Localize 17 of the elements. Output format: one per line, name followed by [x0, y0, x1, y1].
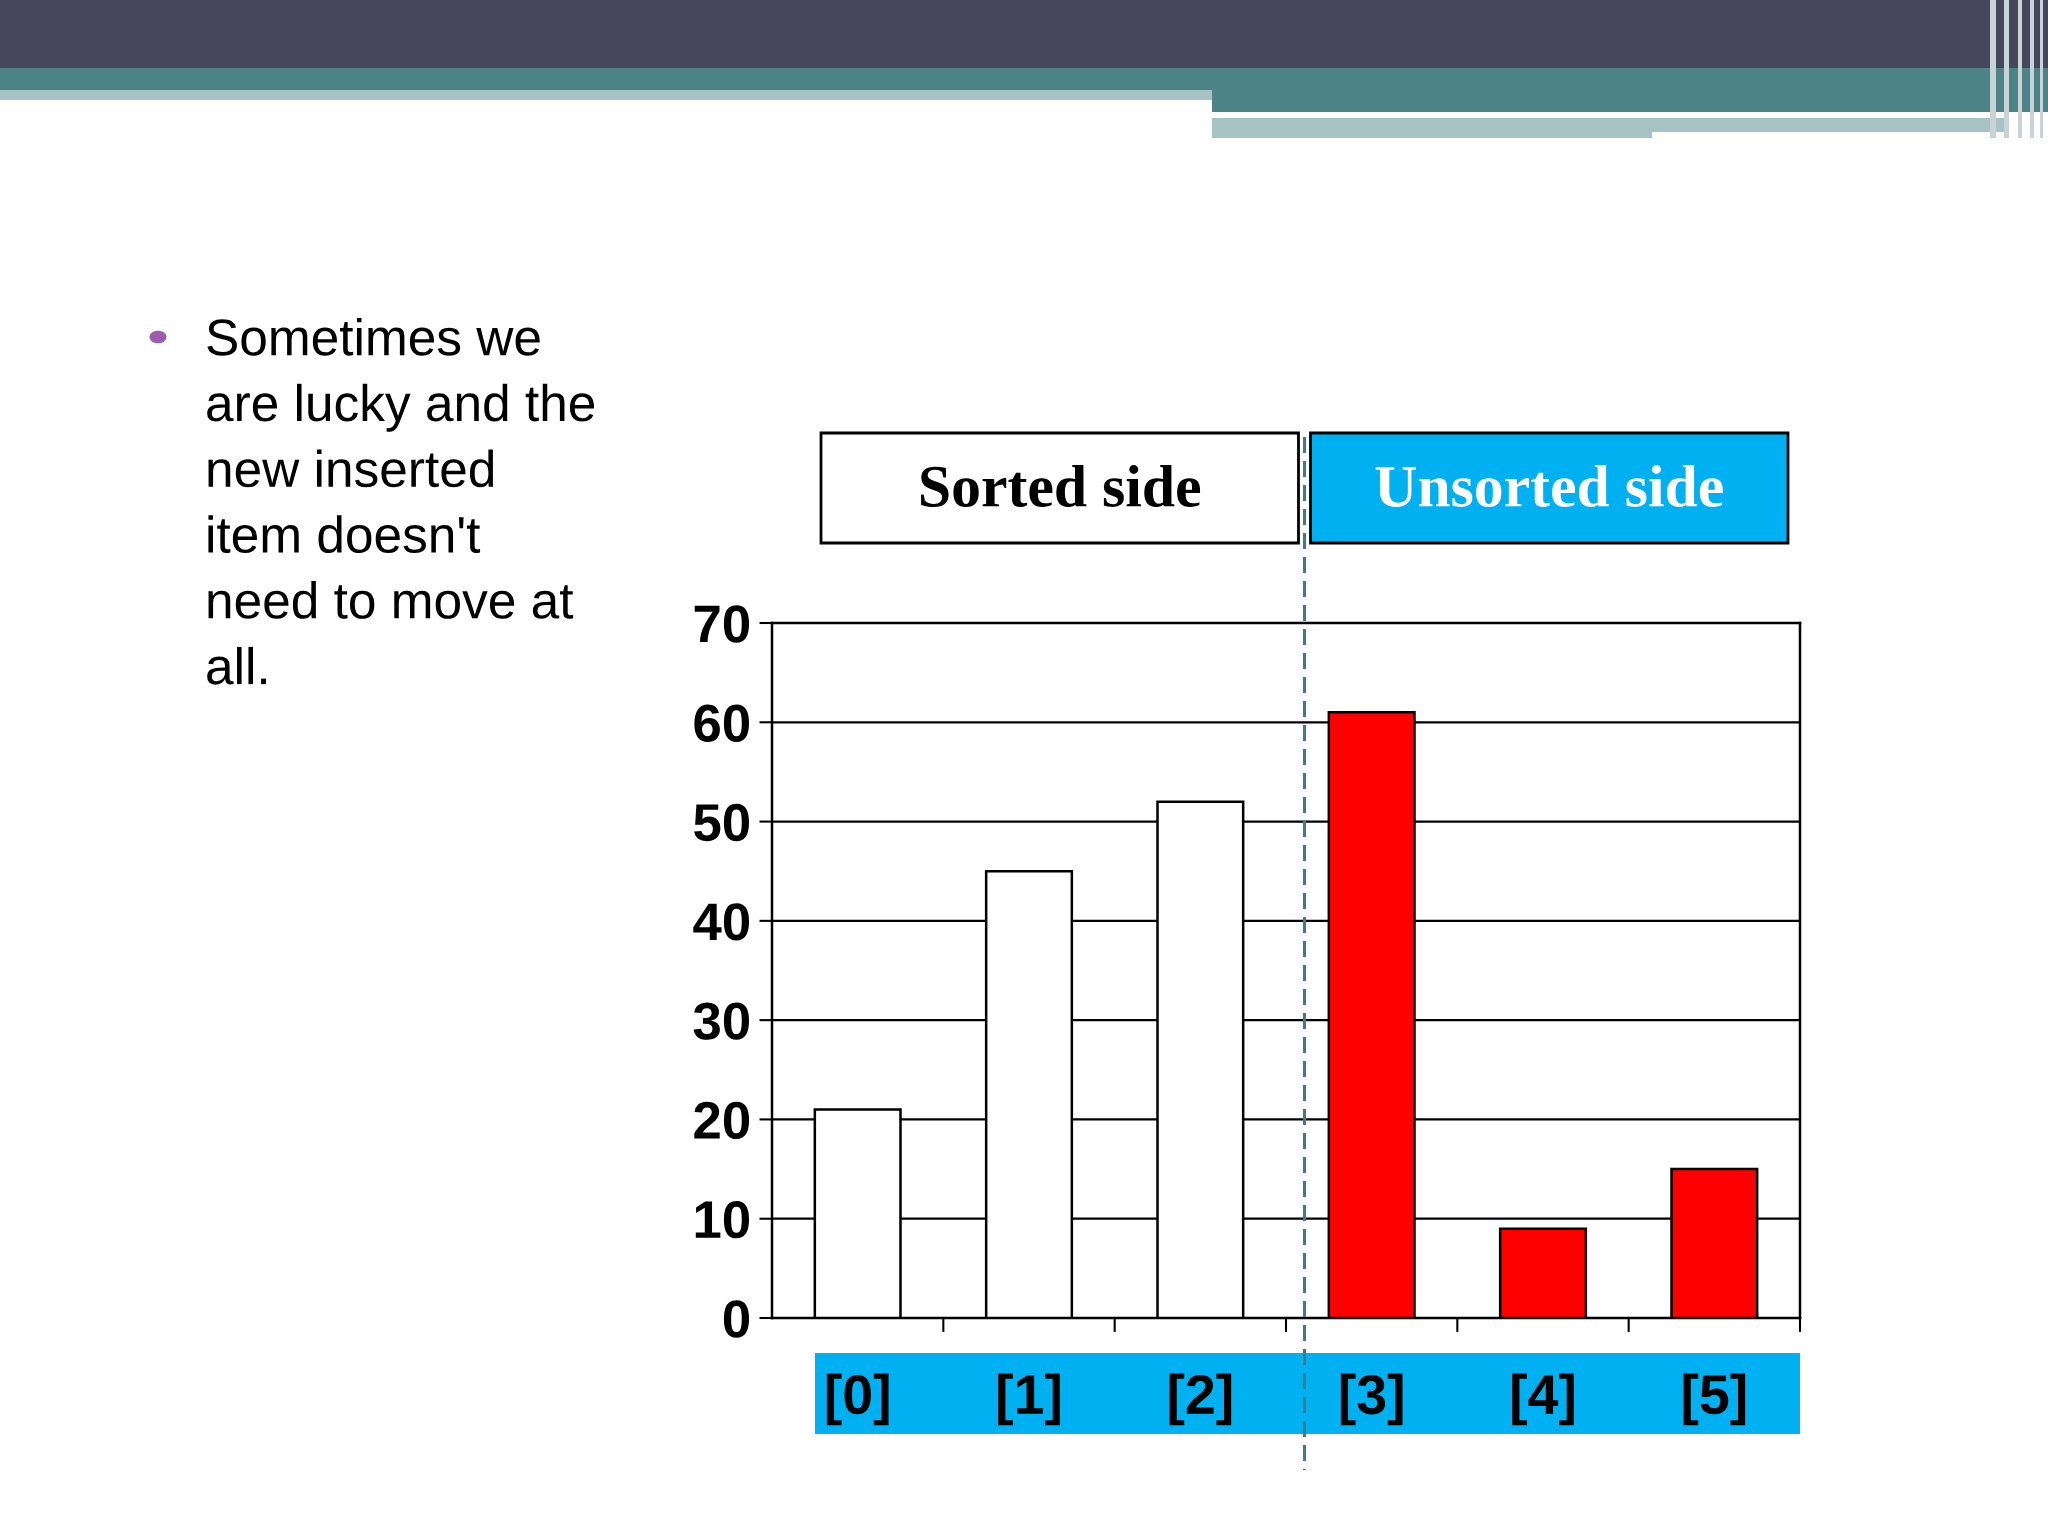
text: Sorted side	[921, 464, 1201, 507]
x-tick-label: [0]	[826, 1373, 889, 1426]
x-tick-label: [4]	[1512, 1373, 1574, 1426]
x-tick-label: [1]	[998, 1373, 1060, 1426]
y-tick-label: 0	[723, 1300, 750, 1338]
y-tick-label: 20	[694, 1101, 750, 1140]
y-tick-label: 60	[694, 704, 750, 742]
y-tick-label: 30	[693, 1002, 750, 1040]
text: Sometimes we are lucky and the new inserted item doesn't need to move at all.	[207, 318, 595, 685]
y-tick-label: 40	[693, 903, 750, 941]
y-tick-label: 70	[694, 605, 750, 643]
y-tick-label: 50	[694, 803, 750, 842]
y-tick-label: 10	[695, 1200, 750, 1239]
x-tick-label: [5]	[1683, 1373, 1746, 1426]
text: Unsorted side	[1375, 464, 1723, 507]
x-tick-label: [2]	[1169, 1373, 1232, 1426]
x-tick-label: [3]	[1340, 1373, 1403, 1426]
